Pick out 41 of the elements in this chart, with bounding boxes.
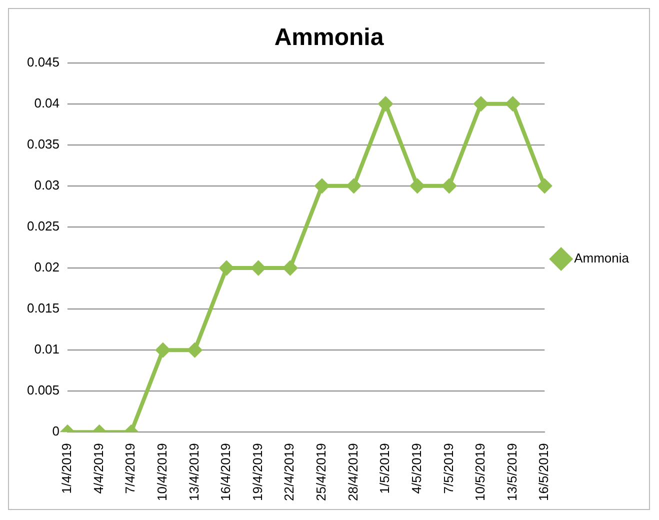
y-tick-label: 0.015 <box>26 300 60 316</box>
point <box>220 261 234 276</box>
y-tick-label: 0.02 <box>34 260 60 275</box>
point <box>188 343 202 358</box>
x-tick-label: 19/4/2019 <box>250 443 265 502</box>
x-tick-label: 13/4/2019 <box>186 443 202 502</box>
y-tick-label: 0.035 <box>26 136 60 152</box>
x-tick-label: 4/5/2019 <box>408 443 424 494</box>
point <box>506 96 520 111</box>
x-tick-label: 25/4/2019 <box>314 443 329 502</box>
point <box>251 261 266 276</box>
chart-title: Ammonia <box>274 24 384 52</box>
x-tick-label: 13/5/2019 <box>504 443 520 502</box>
x-tick-label: 1/4/2019 <box>59 443 74 494</box>
x-tick-label: 1/5/2019 <box>377 443 392 494</box>
x-tick-label: 7/4/2019 <box>122 443 138 494</box>
x-tick-label: 28/4/2019 <box>345 443 360 502</box>
point <box>538 178 552 193</box>
y-tick-label: 0.025 <box>26 218 60 234</box>
y-tick-label: 0.01 <box>34 342 60 357</box>
x-tick-label: 10/4/2019 <box>154 443 170 502</box>
point <box>410 178 424 193</box>
point <box>474 96 488 111</box>
y-tick-label: 0 <box>52 424 60 439</box>
point <box>156 343 170 358</box>
point <box>283 261 298 276</box>
x-tick-label: 16/5/2019 <box>536 443 552 502</box>
y-tick-label: 0.045 <box>26 54 60 70</box>
point <box>442 178 456 193</box>
y-tick-label: 0.005 <box>26 382 60 398</box>
point <box>378 96 393 111</box>
x-tick-label: 4/4/2019 <box>90 443 106 494</box>
x-tick-label: 16/4/2019 <box>218 443 234 502</box>
legend-label: Ammonia <box>574 250 630 266</box>
point <box>314 178 329 193</box>
point <box>346 178 361 193</box>
x-tick-label: 7/5/2019 <box>440 443 456 494</box>
y-tick-label: 0.04 <box>34 95 60 110</box>
x-tick-label: 22/4/2019 <box>282 443 297 502</box>
x-tick-label: 10/5/2019 <box>472 443 488 502</box>
y-tick-label: 0.03 <box>34 178 60 192</box>
